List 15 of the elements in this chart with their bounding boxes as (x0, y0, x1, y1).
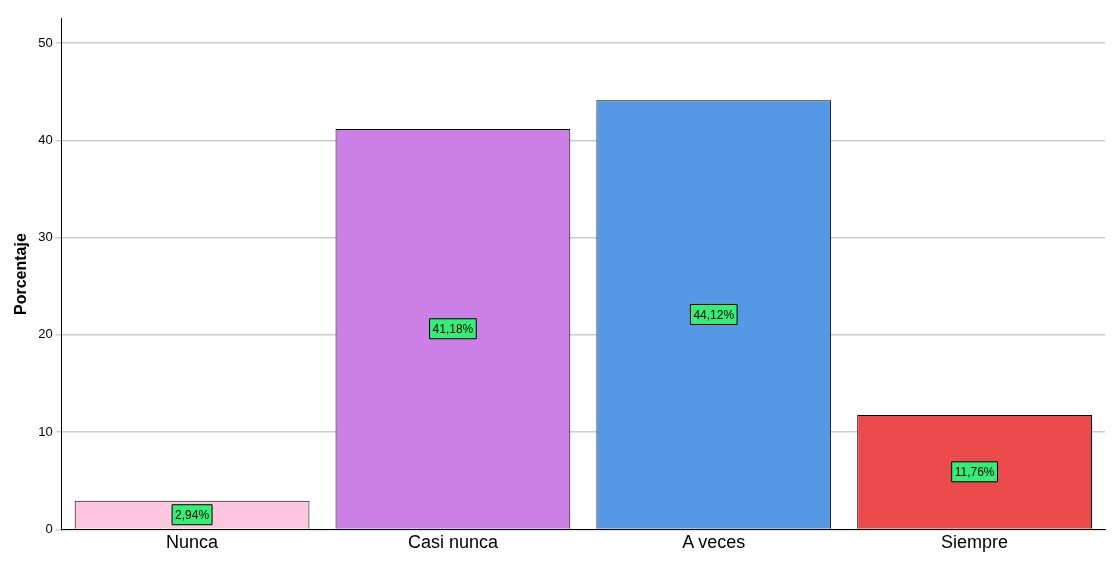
data-label: 44,12% (693, 307, 735, 322)
y-tick-label: 20 (38, 326, 53, 342)
y-axis-title: Porcentaje (12, 233, 30, 316)
x-tick-label: Siempre (941, 532, 1009, 553)
y-tick-label: 0 (45, 520, 53, 536)
data-label: 41,18% (432, 322, 474, 337)
y-tick-label: 40 (38, 131, 53, 147)
y-tick-label: 50 (38, 34, 53, 50)
x-tick-label: A veces (682, 532, 746, 553)
data-label: 11,76% (954, 465, 995, 480)
x-tick-label: Casi nunca (407, 532, 499, 553)
data-label: 2,94% (175, 508, 210, 523)
y-tick-label: 10 (38, 423, 53, 439)
x-tick-label: Nunca (166, 532, 220, 553)
y-tick-label: 30 (38, 229, 53, 245)
